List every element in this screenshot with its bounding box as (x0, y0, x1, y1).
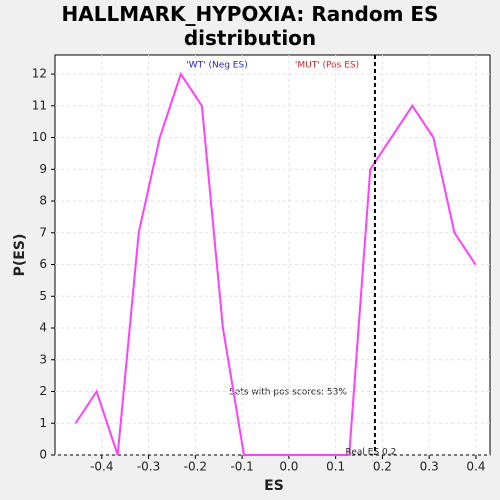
annotation: Sets with pos scores: 53% (229, 388, 347, 398)
y-tick-label: 8 (39, 194, 47, 208)
y-tick-label: 2 (39, 384, 47, 398)
x-tick-label: 0.0 (279, 460, 298, 474)
y-tick-label: 6 (39, 257, 47, 271)
y-tick-label: 11 (32, 98, 47, 112)
y-tick-label: 3 (39, 352, 47, 366)
pos-label: 'MUT' (Pos ES) (295, 61, 359, 71)
x-tick-label: -0.1 (230, 460, 253, 474)
y-tick-label: 5 (39, 289, 47, 303)
y-tick-label: 0 (39, 448, 47, 462)
y-tick-label: 12 (32, 67, 47, 81)
y-axis-label: P(ES) (12, 234, 28, 277)
chart-title: HALLMARK_HYPOXIA: Random ES distribution (61, 2, 439, 50)
x-tick-label: 0.2 (373, 460, 392, 474)
x-tick-label: -0.2 (184, 460, 207, 474)
neg-label: 'WT' (Neg ES) (186, 61, 247, 71)
y-tick-label: 1 (39, 416, 47, 430)
y-tick-label: 7 (39, 225, 47, 239)
x-tick-label: -0.3 (137, 460, 160, 474)
es-label: Real ES 0.2 (346, 448, 397, 458)
x-tick-label: -0.4 (90, 460, 113, 474)
plot-area (54, 54, 491, 456)
y-tick-label: 10 (32, 130, 47, 144)
y-tick-label: 9 (39, 162, 47, 176)
x-tick-label: 0.4 (466, 460, 485, 474)
x-tick-label: 0.1 (326, 460, 345, 474)
x-axis-label: ES (264, 478, 284, 494)
y-tick-label: 4 (39, 321, 47, 335)
x-tick-label: 0.3 (420, 460, 439, 474)
data-line (74, 71, 477, 456)
